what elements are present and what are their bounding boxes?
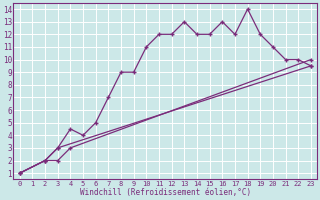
X-axis label: Windchill (Refroidissement éolien,°C): Windchill (Refroidissement éolien,°C) (80, 188, 251, 197)
